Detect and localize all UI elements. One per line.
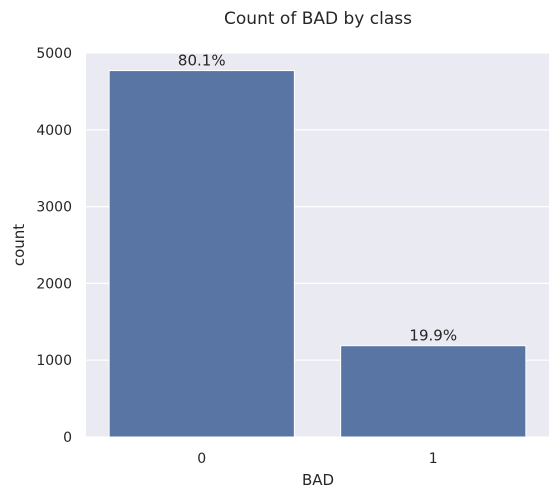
bar-0 [109, 71, 294, 437]
bar-1 [341, 346, 526, 437]
data-label-0: 80.1% [178, 52, 226, 70]
y-tick-label: 0 [63, 430, 72, 446]
y-axis-label: count [10, 224, 28, 266]
x-tick-label: 1 [429, 451, 438, 467]
x-axis-label: BAD [302, 471, 334, 489]
x-tick-label: 0 [197, 451, 206, 467]
y-tick-label: 5000 [36, 46, 72, 62]
data-label-1: 19.9% [409, 327, 457, 345]
y-tick-label: 1000 [36, 353, 72, 369]
y-tick-label: 4000 [36, 123, 72, 139]
y-tick-label: 2000 [36, 276, 72, 292]
chart-title: Count of BAD by class [224, 9, 412, 29]
y-tick-label: 3000 [36, 200, 72, 216]
